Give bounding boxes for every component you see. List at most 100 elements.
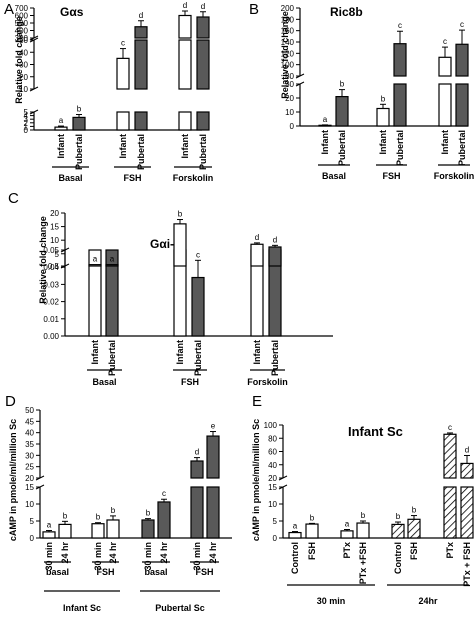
bar [72, 116, 86, 131]
chart-title: Ric8b [330, 5, 363, 19]
y-tick-label: 5 [24, 108, 29, 117]
significance-letter: a [47, 521, 52, 530]
significance-letter: b [361, 511, 366, 520]
y-tick-label: 400 [15, 27, 29, 36]
y-axis-label: cAMP in pmole/ml/million Sc [251, 419, 261, 541]
y-tick-label: 120 [281, 49, 295, 58]
x-tick-label: Infant [440, 130, 450, 155]
axis-break-mark [295, 81, 305, 87]
significance-letter: d [183, 1, 187, 10]
y-tick-label: 200 [281, 4, 295, 13]
bar [196, 16, 210, 39]
y-tick-label: 80 [285, 72, 294, 81]
bar [288, 531, 302, 539]
bar [460, 462, 474, 479]
significance-letter: c [121, 39, 125, 48]
significance-letter: b [96, 513, 101, 522]
significance-letter: b [77, 105, 82, 114]
y-tick-label: 30 [285, 80, 294, 89]
y-tick-label: 0.04 [43, 263, 59, 272]
significance-letter: b [63, 511, 68, 520]
y-tick-label: 3 [24, 115, 29, 124]
x-tick-label: FSH [307, 542, 317, 560]
bar [106, 519, 120, 539]
y-axis-label: Relative fold change [280, 11, 290, 99]
panel-letter: B [249, 1, 259, 18]
chart-title: Gαi-2 [150, 237, 181, 251]
x-tick-label: Pubertal [198, 134, 208, 170]
y-tick-label: 100 [264, 421, 278, 430]
significance-letter: b [381, 94, 386, 103]
significance-letter: b [310, 513, 315, 522]
significance-letter: a [59, 116, 64, 125]
bar [206, 435, 220, 479]
significance-letter: e [211, 422, 216, 431]
y-tick-label: 160 [281, 27, 295, 36]
bar [88, 249, 102, 337]
bar [305, 523, 319, 539]
y-tick-label: 40 [268, 461, 277, 470]
y-tick-label: 25 [25, 463, 34, 472]
supergroup-label: Infant Sc [63, 603, 101, 613]
significance-letter: c [443, 37, 447, 46]
y-tick-label: 40 [25, 429, 34, 438]
y-tick-label: 80 [268, 434, 277, 443]
significance-letter: a [293, 522, 298, 531]
bar [455, 83, 469, 127]
panel-letter: D [5, 393, 16, 410]
x-tick-label: 30 min [192, 542, 202, 571]
supergroup-label: Pubertal Sc [155, 603, 205, 613]
y-tick-label: 700 [15, 4, 29, 13]
bar [58, 523, 72, 539]
group-label: Forskolin [247, 377, 288, 387]
y-tick-label: 40 [19, 48, 28, 57]
significance-letter: b [178, 210, 183, 219]
y-tick-label: 10 [50, 236, 59, 245]
significance-letter: d [139, 11, 143, 20]
y-tick-label: 20 [19, 73, 28, 82]
y-tick-label: 0 [24, 126, 29, 135]
chart-panel-c: C Gαi-2 Relative fold change 0.00 0.01 0.02 0.… [8, 190, 333, 387]
x-tick-label: Infant [180, 134, 190, 159]
bar [190, 460, 204, 479]
axis-break-mark [29, 37, 39, 43]
y-tick-label: 60 [268, 448, 277, 457]
significance-letter: a [323, 115, 328, 124]
y-tick-label: 0.03 [43, 280, 59, 289]
y-tick-label: 15 [50, 223, 59, 232]
bar [318, 124, 332, 127]
bar [134, 39, 148, 90]
axis-break-mark [35, 484, 45, 490]
group-label: basal [144, 567, 167, 577]
bar [173, 223, 187, 267]
group-label: FSH [181, 377, 199, 387]
y-tick-label: 15 [25, 483, 34, 492]
y-tick-label: 1 [24, 122, 29, 131]
bar [178, 111, 192, 131]
significance-letter: d [195, 448, 199, 457]
significance-letter: b [412, 506, 417, 515]
group-label: FSH [196, 567, 214, 577]
significance-letter: d [255, 233, 259, 242]
group-label: basal [46, 567, 69, 577]
significance-letter: d [201, 2, 205, 11]
significance-letter: d [465, 445, 469, 454]
bar [190, 486, 204, 539]
bar [178, 39, 192, 90]
x-tick-label: PTx [445, 542, 455, 559]
y-tick-label: 0 [273, 534, 278, 543]
axis-break-mark [60, 247, 70, 253]
bar [460, 486, 474, 539]
axis-break-mark [29, 109, 39, 115]
bar [407, 518, 421, 539]
x-tick-label: PTx [342, 542, 352, 559]
x-tick-label: 24 hr [208, 542, 218, 564]
x-tick-label: Infant [320, 130, 330, 155]
y-tick-label: 0.05 [43, 246, 59, 255]
group-label: Basal [58, 173, 82, 183]
x-tick-label: PTx + FSH [462, 542, 472, 587]
y-tick-label: 20 [50, 209, 59, 218]
